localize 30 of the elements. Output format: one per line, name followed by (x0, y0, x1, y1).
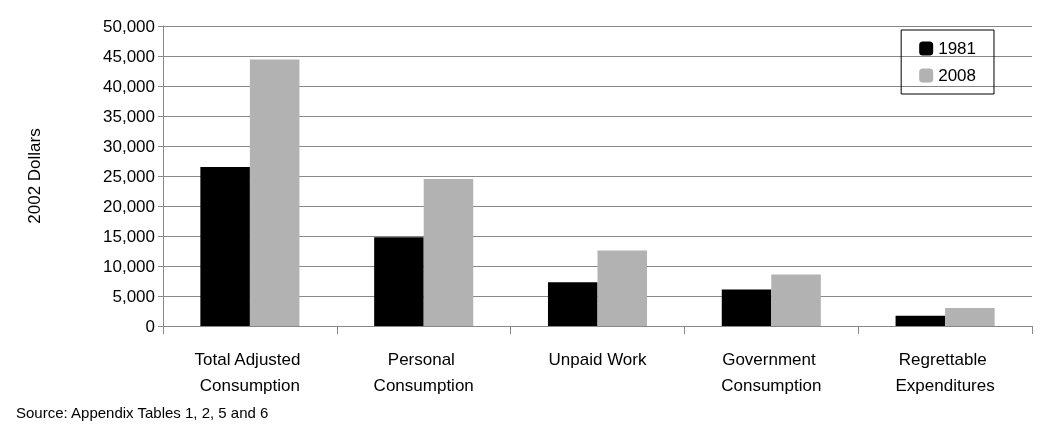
bar (771, 274, 821, 326)
x-tick-label: Regrettable Expenditures (895, 349, 995, 395)
y-tick-label: 15,000 (103, 226, 155, 246)
y-tick-label: 40,000 (103, 76, 155, 96)
y-tick-label: 45,000 (103, 46, 155, 66)
bar (374, 237, 424, 326)
y-tick-label: 50,000 (103, 16, 155, 36)
bar (200, 167, 250, 326)
y-tick-label: 25,000 (103, 166, 155, 186)
y-tick-label: 0 (145, 316, 155, 336)
y-axis-title: 2002 Dollars (25, 128, 44, 224)
bar (423, 179, 474, 326)
y-tick-label: 5,000 (112, 286, 155, 306)
y-tick-label: 10,000 (103, 256, 155, 276)
bar (721, 289, 772, 326)
y-tick-label: 20,000 (103, 196, 155, 216)
x-tick-label: Government Consumption (721, 349, 822, 395)
bar (597, 250, 648, 326)
bar (249, 59, 300, 326)
legend-label: 2008 (938, 66, 977, 85)
x-tick-label: Unpaid Work (548, 349, 647, 369)
bar (945, 308, 995, 326)
y-tick-label: 30,000 (103, 136, 155, 156)
x-tick-label: Total Adjusted Consumption (194, 349, 306, 395)
legend-label: 1981 (938, 39, 977, 58)
bar (547, 282, 598, 326)
x-tick-label: Personal Consumption (373, 349, 474, 395)
source-note: Source: Appendix Tables 1, 2, 5 and 6 (16, 404, 269, 421)
bar (895, 315, 946, 326)
y-tick-label: 35,000 (103, 106, 155, 126)
